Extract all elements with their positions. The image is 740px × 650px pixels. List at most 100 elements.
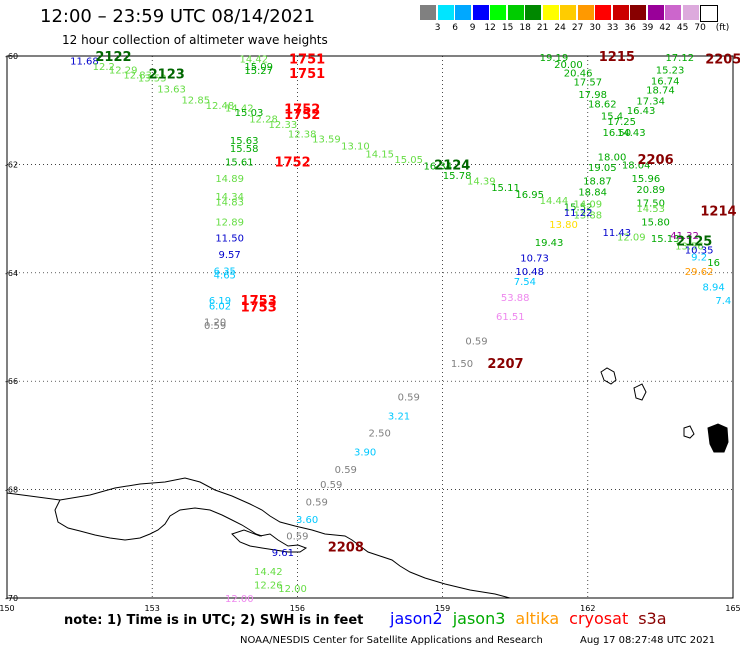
y-tick-label: -64 [5, 269, 18, 278]
wave-height-label: 8.94 [703, 282, 725, 293]
wave-height-label: 3.90 [354, 448, 376, 459]
wave-height-label: 12.85 [181, 95, 210, 106]
scale-swatch [682, 5, 699, 20]
wave-height-label: 11.22 [564, 208, 593, 219]
scale-swatch [595, 5, 611, 20]
wave-height-label: 29.62 [685, 267, 714, 278]
wave-height-label: 18.00 [598, 152, 627, 163]
wave-height-label: 4.65 [214, 270, 236, 281]
scale-swatch [507, 5, 524, 20]
wave-height-label: 20.46 [564, 68, 593, 79]
wave-height-label: 9.57 [219, 250, 241, 261]
wave-height-label: 19.05 [588, 163, 617, 174]
wave-height-label: 12.00 [278, 584, 307, 595]
scale-tick-label: 70 [694, 23, 706, 33]
wave-height-label: 18.74 [646, 86, 675, 97]
wave-height-label: 12.83 [123, 70, 152, 81]
wave-height-label: 15.78 [443, 171, 472, 182]
scale-swatch [700, 5, 718, 22]
wave-height-label: 0.59 [335, 465, 357, 476]
wave-height-label: 19.43 [535, 238, 564, 249]
scale-tick-label: 33 [606, 23, 619, 33]
wave-height-label: 12.89 [215, 217, 244, 228]
scale-tick-label: 24 [554, 23, 566, 33]
wave-height-label: 12.33 [269, 120, 298, 131]
wave-height-label: 7.54 [514, 277, 536, 288]
scale-swatch [560, 5, 576, 20]
wave-height-label: 20.00 [554, 60, 583, 71]
wave-height-label: 15.4 [601, 112, 623, 123]
wave-height-label: 0.59 [306, 498, 328, 509]
wave-height-label: 6.19 [209, 296, 231, 307]
pass-time-label: 1753 [241, 300, 277, 315]
pass-time-label: 2123 [149, 67, 185, 82]
pass-time-label: 1751 [289, 53, 325, 68]
wave-height-label: 12.2 [93, 62, 115, 73]
x-tick-label: 153 [145, 604, 160, 613]
pass-time-label: 1752 [284, 108, 320, 123]
wave-height-label: 9.2 [691, 253, 707, 264]
wave-height-label: 18.04 [622, 160, 651, 171]
scale-swatch [577, 5, 594, 20]
pass-time-label: 2124 [434, 158, 470, 173]
wave-height-label: 53.88 [501, 293, 530, 304]
wave-height-label: 13.88 [573, 210, 602, 221]
pass-time-label: 1215 [599, 50, 635, 65]
legend-entry-jason3: jason3 [452, 609, 506, 628]
y-tick-label: -66 [5, 377, 18, 386]
wave-height-label: 15.58 [230, 144, 259, 155]
page-title: 12:00 – 23:59 UTC 08/14/2021 [40, 6, 316, 27]
scale-swatch [630, 5, 646, 20]
x-tick-label: 150 [0, 604, 15, 613]
wave-height-label: 10.35 [685, 245, 714, 256]
legend-entry-s3a: s3a [638, 609, 667, 628]
wave-height-label: 17.34 [636, 96, 665, 107]
wave-height-label: 2.50 [369, 429, 391, 440]
wave-height-label: 12.29 [109, 66, 138, 77]
pass-time-label: 2122 [95, 50, 131, 65]
pass-time-label: 1752 [274, 156, 310, 171]
wave-height-label: 18.62 [588, 100, 617, 111]
wave-height-label: 12.09 [617, 232, 646, 243]
wave-height-label: 13.80 [549, 220, 578, 231]
wave-height-label: 12.28 [249, 114, 278, 125]
wave-height-label: 11.50 [215, 234, 244, 245]
wave-height-label: 16.74 [651, 76, 680, 87]
page-subtitle: 12 hour collection of altimeter wave hei… [62, 33, 328, 47]
wave-height-label: 16.43 [627, 106, 656, 117]
wave-height-label: 15.27 [244, 66, 273, 77]
wave-height-label: 15.13 [651, 234, 680, 245]
island-3 [707, 423, 729, 453]
timestamp: Aug 17 08:27:48 UTC 2021 [580, 635, 716, 646]
x-tick-label: 156 [290, 604, 305, 613]
legend-entry-cryosat: cryosat [569, 609, 629, 628]
x-tick-label: 159 [435, 604, 450, 613]
wave-height-label: 16.34 [423, 161, 452, 172]
wave-height-label: 14.89 [215, 174, 244, 185]
wave-height-label: 1.20 [204, 318, 226, 329]
wave-height-label: 15.80 [641, 217, 670, 228]
wave-height-label: 11.43 [603, 228, 632, 239]
scale-tick-label: 45 [676, 23, 689, 33]
wave-height-label: 15.23 [656, 66, 685, 77]
credit-line: NOAA/NESDIS Center for Satellite Applica… [240, 635, 543, 646]
scale-swatch [647, 5, 664, 20]
footnote: note: 1) Time is in UTC; 2) SWH is in fe… [64, 613, 364, 628]
wave-height-label: 12.26 [254, 580, 283, 591]
wave-height-label: 14.39 [467, 177, 496, 188]
scale-tick-label: 3 [434, 23, 441, 33]
wave-height-label: 13.53 [138, 74, 167, 85]
scale-tick-label: 27 [571, 23, 584, 33]
satellite-legend: jason2 jason3 altika cryosat s3a [390, 609, 677, 628]
scale-swatch [420, 5, 436, 20]
wave-height-label: 10.48 [515, 267, 544, 278]
wave-height-label: 6.02 [209, 301, 231, 312]
wave-height-label: 18.84 [578, 188, 607, 199]
wave-height-label: 17.12 [665, 53, 694, 64]
wave-height-label: 14.44 [540, 196, 569, 207]
scale-swatch [455, 5, 471, 20]
wave-height-label: 9.61 [272, 548, 294, 559]
pass-time-label: 2208 [328, 541, 364, 556]
scale-tick-label: 12 [484, 23, 496, 33]
wave-height-label: 14.42 [240, 55, 269, 66]
